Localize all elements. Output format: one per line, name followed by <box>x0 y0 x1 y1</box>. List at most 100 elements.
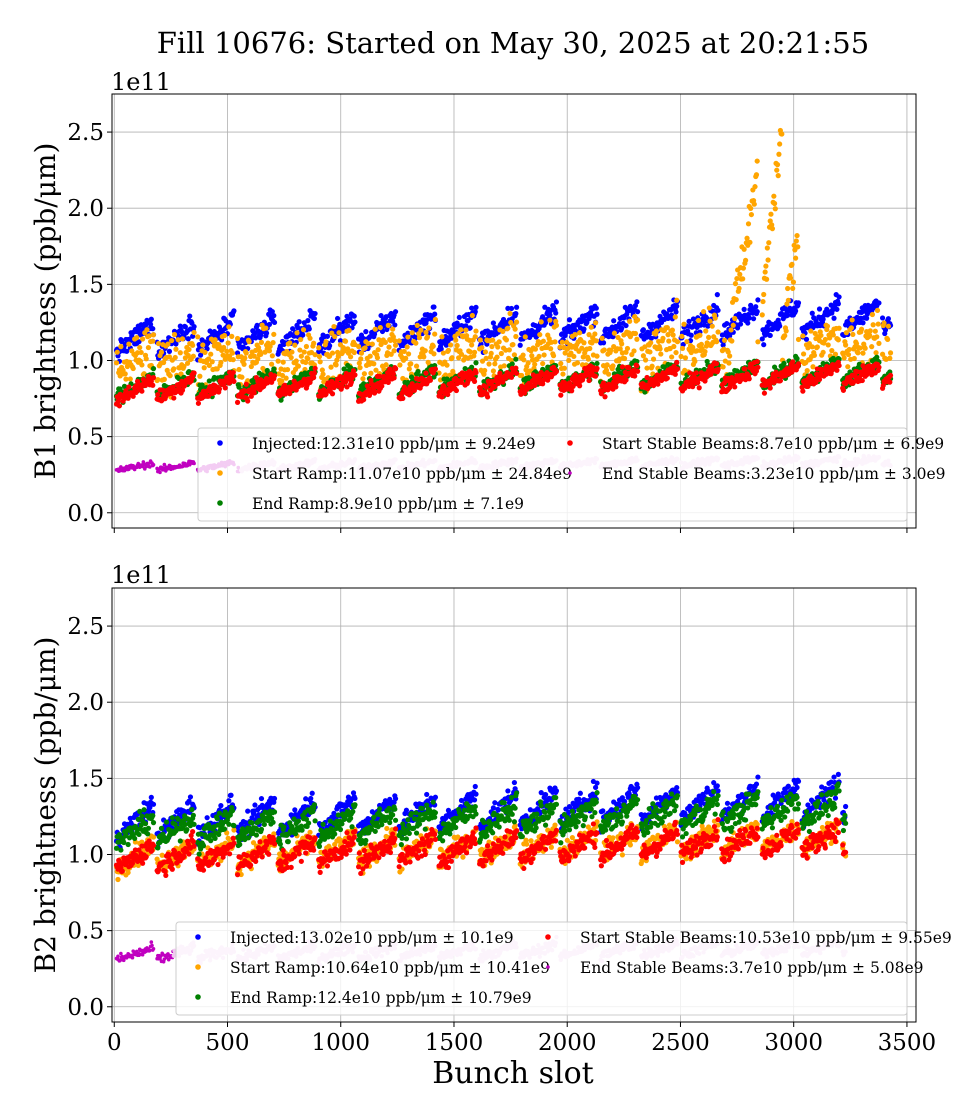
data-point <box>444 362 450 368</box>
data-point <box>269 353 275 359</box>
data-point <box>804 368 810 374</box>
data-point <box>858 326 865 332</box>
data-point <box>372 326 378 332</box>
data-point <box>525 360 531 366</box>
data-point <box>208 351 214 357</box>
data-point <box>320 371 326 377</box>
data-point <box>218 359 224 366</box>
data-point <box>171 395 177 401</box>
data-point <box>445 347 452 353</box>
data-point <box>139 362 145 368</box>
data-point <box>623 322 629 329</box>
data-point <box>606 371 612 377</box>
data-point <box>785 297 791 303</box>
data-point <box>508 374 515 380</box>
y-tick-label: 1.0 <box>67 348 104 374</box>
data-point <box>750 316 757 322</box>
data-point <box>334 315 341 322</box>
data-point <box>581 326 587 332</box>
data-point <box>378 312 384 319</box>
data-point <box>505 305 511 311</box>
data-point <box>471 378 478 385</box>
data-point <box>577 383 583 389</box>
data-point <box>197 373 203 379</box>
data-point <box>592 373 599 379</box>
data-point <box>742 257 749 263</box>
data-point <box>635 309 641 315</box>
data-point <box>870 322 876 328</box>
data-point <box>736 285 742 291</box>
data-point <box>269 308 275 315</box>
data-point <box>593 305 599 311</box>
data-point <box>158 470 162 475</box>
data-point <box>369 341 375 347</box>
data-point <box>426 325 432 331</box>
data-point <box>431 304 437 310</box>
data-point <box>234 399 241 405</box>
data-point <box>423 370 429 376</box>
data-point <box>777 141 783 147</box>
data-point <box>352 372 358 378</box>
data-point <box>185 336 191 342</box>
data-point <box>197 352 204 358</box>
data-point <box>513 365 519 371</box>
data-point <box>200 342 206 348</box>
data-point <box>405 330 411 336</box>
data-point <box>693 370 699 376</box>
data-point <box>623 377 629 383</box>
data-point <box>540 338 546 344</box>
data-point <box>753 172 760 178</box>
data-point <box>271 313 277 319</box>
data-point <box>885 316 891 322</box>
data-point <box>721 337 728 343</box>
data-point <box>814 344 820 350</box>
y-tick-label: 2.0 <box>67 196 104 222</box>
data-point <box>600 340 607 346</box>
data-point <box>423 329 429 335</box>
data-point <box>592 320 599 326</box>
data-point <box>653 328 660 334</box>
data-point <box>714 339 720 345</box>
data-point <box>301 349 307 355</box>
data-point <box>148 316 154 322</box>
data-point <box>298 336 304 343</box>
data-point <box>362 345 368 351</box>
data-point <box>869 311 876 318</box>
data-point <box>229 350 236 356</box>
data-point <box>649 363 655 369</box>
data-point <box>413 363 420 369</box>
data-point <box>496 339 502 345</box>
data-point <box>305 355 311 362</box>
data-point <box>631 348 637 354</box>
data-point <box>728 327 734 333</box>
data-point <box>296 319 302 325</box>
data-point <box>650 356 657 362</box>
data-point <box>767 332 773 339</box>
data-point <box>358 356 364 362</box>
data-point <box>862 345 868 351</box>
data-point <box>843 342 849 348</box>
data-point <box>715 307 721 313</box>
data-point <box>592 331 598 337</box>
data-point <box>467 325 473 331</box>
data-point <box>177 323 183 329</box>
data-point <box>336 330 342 336</box>
data-point <box>513 310 519 317</box>
data-point <box>229 333 235 339</box>
data-point <box>560 371 566 377</box>
figure-title: Fill 10676: Started on May 30, 2025 at 2… <box>157 26 869 60</box>
data-point <box>552 339 558 345</box>
data-point <box>482 367 488 374</box>
data-point <box>563 330 569 336</box>
data-point <box>642 357 649 363</box>
data-point <box>284 366 291 373</box>
data-point <box>687 370 693 376</box>
data-point <box>280 359 286 365</box>
data-point <box>195 400 202 406</box>
data-point <box>779 131 785 137</box>
data-point <box>634 299 640 305</box>
data-point <box>794 355 800 362</box>
data-point <box>263 330 270 336</box>
data-point <box>173 346 179 352</box>
data-point <box>242 355 248 361</box>
